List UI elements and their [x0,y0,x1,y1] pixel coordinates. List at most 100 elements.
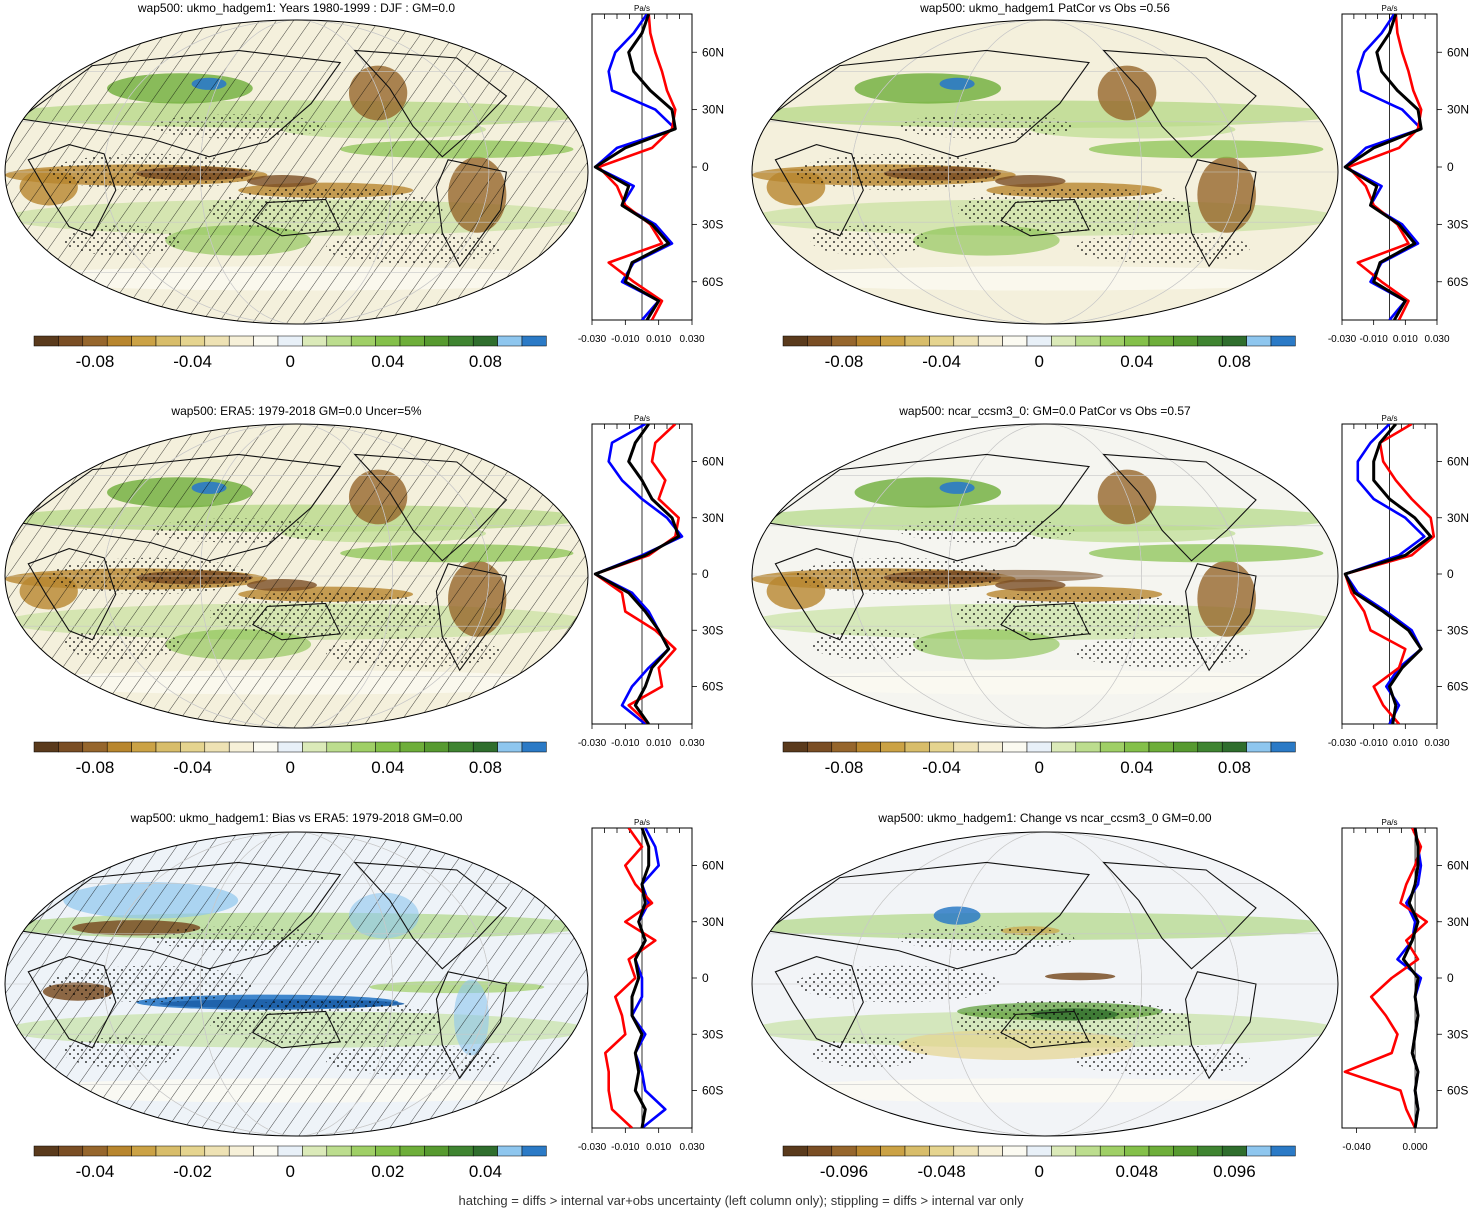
profile-line-red [1343,828,1429,1128]
profile-x-tick: 0.000 [1403,1142,1428,1153]
colorbar-tick-label: 0 [285,352,294,371]
profile-lat-tick: 30N [702,103,724,117]
map-border [4,423,589,729]
profile-x-tick: -0.030 [578,1142,607,1153]
zonal-profile-4: Pa/s -0.030 -0.010 0.010 0.030 60N 30N 0 30S 60S [1328,414,1469,749]
map-panel-5 [4,831,589,1137]
map-panel-4 [751,423,1339,729]
profile-line-blue [1343,14,1423,320]
graticule [752,20,1338,324]
profile-lat-tick: 30S [702,623,723,637]
coastlines [765,861,1257,1080]
profile-lat-tick: 30N [702,511,724,525]
colorbar-tick-label: 0 [285,758,294,777]
zonal-profile-6: Pa/s -0.040 0.000 60N 30N 0 30S 60S [1341,818,1469,1153]
profile-x-tick: 0.030 [679,738,704,749]
profile-line-red [1347,14,1423,320]
colorbar-tick-label: -0.096 [820,1162,868,1181]
panel-title: wap500: ukmo_hadgem1: Bias vs ERA5: 1979… [130,811,463,825]
profile-x-tick: -0.040 [1342,1142,1371,1153]
profile-lat-tick: 30S [1447,623,1468,637]
profile-lat-tick: 60N [1447,45,1469,59]
profile-lat-tick: 0 [702,160,709,174]
map-panel-3 [4,423,589,729]
panel-title: wap500: ukmo_hadgem1: Change vs ncar_ccs… [877,811,1212,825]
profile-lat-tick: 60S [1447,1084,1468,1098]
profile-lat-tick: 60N [702,859,724,873]
profile-units: Pa/s [1381,4,1397,13]
profile-x-tick: -0.010 [611,738,640,749]
stippling-overlay [795,926,1251,1076]
colorbar-tick-label: -0.02 [173,1162,212,1181]
graticule [752,424,1338,728]
graticule [5,832,588,1136]
profile-lat-tick: 60S [702,680,723,694]
panel-title: wap500: ukmo_hadgem1: Years 1980-1999 : … [137,1,456,15]
profile-x-tick: 0.010 [1393,738,1418,749]
profile-lat-tick: 60N [1447,859,1469,873]
zonal-profile-3: Pa/s -0.030 -0.010 0.010 0.030 60N 30N 0 30S 60S [578,414,724,749]
profile-lat-tick: 0 [702,971,709,985]
profile-units: Pa/s [634,4,650,13]
profile-x-tick: 0.010 [646,334,671,345]
colorbar-tick-label: 0.08 [1218,352,1251,371]
graticule [752,832,1338,1136]
colorbar-5: -0.04 -0.02 0 0.02 0.04 [33,1145,547,1181]
colorbar-tick-label: -0.04 [173,352,212,371]
profile-line-blue [593,424,684,724]
colorbar-tick-label: 0.04 [371,758,404,777]
profile-lat-tick: 60N [1447,455,1469,469]
profile-line-black [593,14,677,320]
profile-lat-tick: 0 [1447,971,1454,985]
colorbar-tick-label: -0.04 [922,758,961,777]
profile-x-tick: 0.030 [1424,334,1449,345]
profile-units: Pa/s [634,414,650,423]
zonal-profile-1: Pa/s -0.030 -0.010 0.010 0.030 60N 30N 0 30S 60S [578,4,724,345]
profile-x-tick: 0.030 [1424,738,1449,749]
panel-title: wap500: ncar_ccsm3_0: GM=0.0 PatCor vs O… [898,404,1191,418]
profile-lat-tick: 30N [702,915,724,929]
coastlines [765,49,1257,268]
map-border [751,19,1339,325]
map-border [751,423,1339,729]
profile-lat-tick: 30N [1447,915,1469,929]
colorbar-tick-label: 0 [1034,1162,1043,1181]
colorbar-tick-label: -0.04 [173,758,212,777]
colorbar-tick-label: -0.08 [76,352,115,371]
profile-x-tick: -0.010 [611,334,640,345]
colorbar-tick-label: -0.08 [825,758,864,777]
colorbar-6: -0.096 -0.048 0 0.048 0.096 [782,1145,1296,1181]
colorbar-tick-label: 0 [285,1162,294,1181]
coastlines [18,49,508,268]
profile-lat-tick: 0 [1447,567,1454,581]
profile-lat-tick: 30N [1447,511,1469,525]
profile-lat-tick: 60N [702,45,724,59]
colorbar-tick-label: -0.04 [76,1162,115,1181]
colorbar-tick-label: 0.096 [1213,1162,1256,1181]
profile-line-blue [593,14,677,320]
profile-lat-tick: 60S [702,275,723,289]
graticule [5,20,588,324]
colorbar-tick-label: 0.04 [371,352,404,371]
profile-lat-tick: 60S [1447,275,1468,289]
profile-units: Pa/s [1381,414,1397,423]
profile-line-red [597,14,677,320]
colorbar-tick-label: 0.08 [1218,758,1251,777]
profile-x-tick: 0.010 [646,1142,671,1153]
colorbar-tick-label: -0.048 [917,1162,965,1181]
profile-x-tick: -0.010 [1359,738,1388,749]
profile-lat-tick: 0 [1447,160,1454,174]
colorbar-3: -0.08 -0.04 0 0.04 0.08 [33,741,547,777]
map-panel-6 [751,831,1339,1137]
colorbar-tick-label: 0 [1034,758,1043,777]
profile-line-black [630,828,651,1128]
profile-line-blue [630,828,667,1128]
profile-lat-tick: 60S [702,1084,723,1098]
colorbar-tick-label: 0.08 [469,758,502,777]
colorbar-2: -0.08 -0.04 0 0.04 0.08 [782,335,1296,371]
colorbar-tick-label: -0.08 [825,352,864,371]
profile-x-tick: -0.030 [578,738,607,749]
coastlines [18,453,508,672]
map-border [4,19,589,325]
profile-lat-tick: 30S [1447,217,1468,231]
